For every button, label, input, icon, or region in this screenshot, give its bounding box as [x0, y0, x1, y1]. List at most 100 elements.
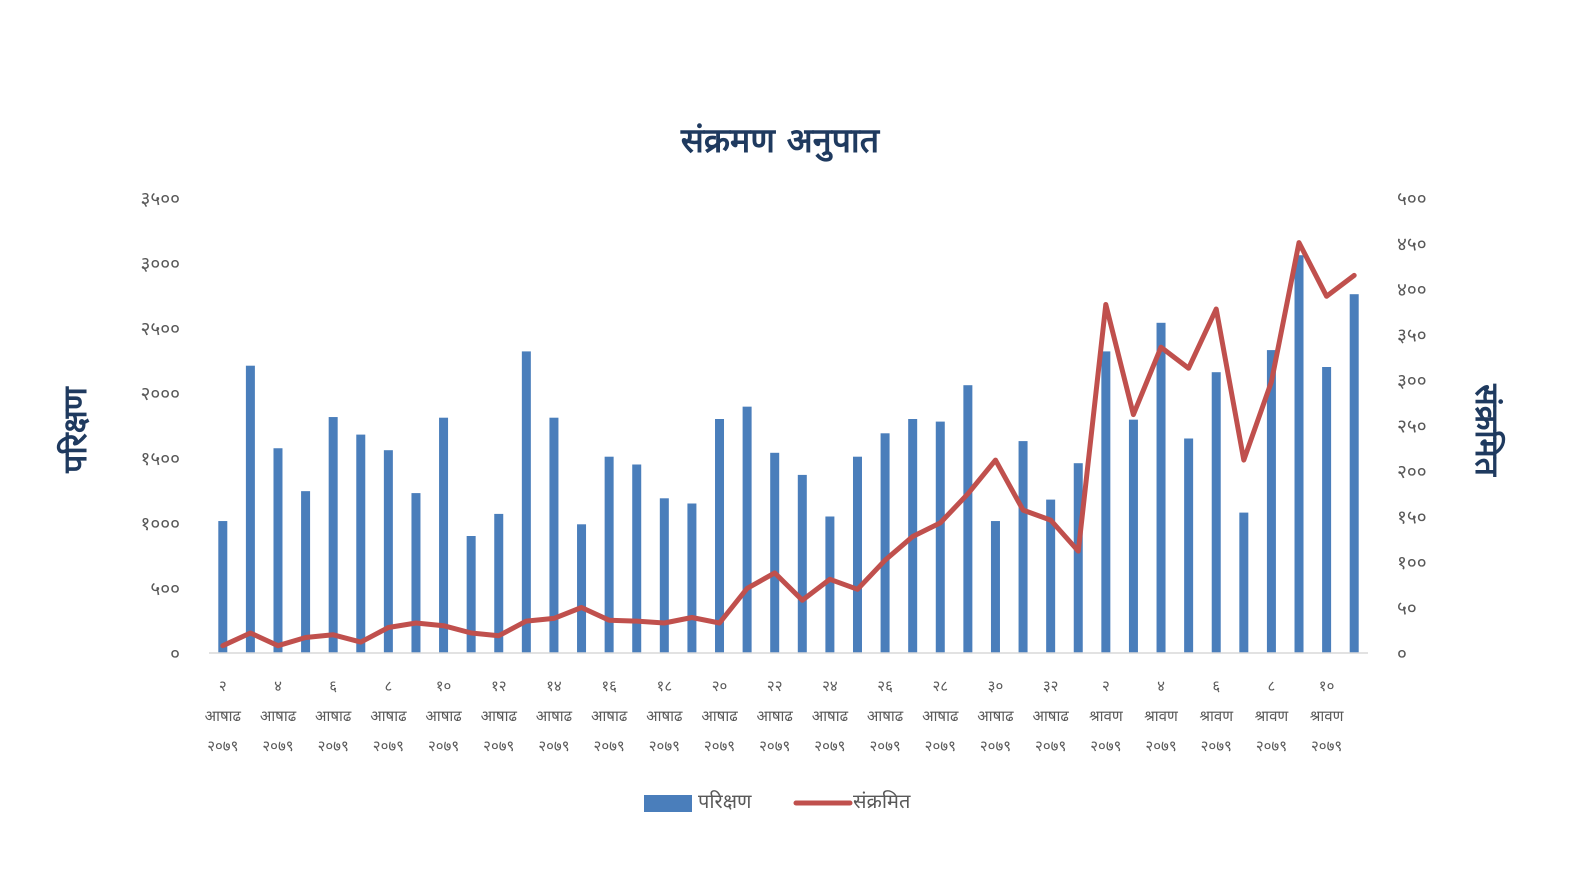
x-tick-label: आषाढ: [425, 707, 462, 725]
test-bar: [770, 452, 780, 653]
left-axis-ticks: ० ५०० १००० १५०० २००० २५०० ३००० ३५००: [140, 188, 180, 665]
test-bar: [1322, 367, 1332, 653]
right-axis-ticks: ० ५० १०० १५० २०० २५० ३०० ३५० ४०० ४५० ५००: [1397, 188, 1427, 665]
test-bar: [880, 433, 890, 653]
x-tick-label: आषाढ: [536, 707, 573, 725]
right-tick-label: ४००: [1397, 279, 1427, 301]
legend: परिक्षण संक्रमित: [644, 789, 911, 813]
left-tick-label: १५००: [140, 448, 180, 470]
x-tick-label: १८: [657, 677, 673, 695]
x-tick-label: २: [219, 677, 227, 695]
x-tick-label: २०७९: [594, 737, 625, 755]
x-tick-label: आषाढ: [1032, 707, 1069, 725]
x-tick-label: आषाढ: [260, 707, 297, 725]
test-bar: [383, 450, 393, 653]
test-bar: [411, 493, 421, 653]
x-tick-label: श्रावण: [1089, 707, 1124, 725]
test-bar: [632, 464, 642, 653]
x-tick-label: २०७९: [373, 737, 404, 755]
infected-line-path: [220, 240, 1357, 649]
x-tick-label: २८: [932, 677, 948, 695]
right-tick-label: ०: [1397, 643, 1407, 665]
x-tick-label: आषाढ: [757, 707, 794, 725]
right-tick-label: २००: [1397, 461, 1427, 483]
right-tick-label: ३५०: [1397, 325, 1427, 347]
test-bar: [273, 448, 283, 653]
test-bar: [935, 421, 945, 653]
test-bar: [797, 474, 807, 653]
x-tick-label: २०७९: [704, 737, 735, 755]
test-bar: [1211, 372, 1221, 653]
chart-title: संक्रमण अनुपात: [680, 121, 881, 162]
test-bar: [1294, 255, 1304, 653]
x-tick-label: २०७९: [1311, 737, 1342, 755]
x-tick-label: १६: [601, 677, 617, 695]
x-tick-label: १२: [491, 677, 507, 695]
test-bar: [687, 503, 697, 653]
right-axis-title: संक्रमित: [1468, 383, 1506, 478]
x-tick-label: २०७९: [538, 737, 569, 755]
right-tick-label: २५०: [1397, 416, 1427, 438]
test-bar: [1073, 463, 1083, 653]
right-tick-label: ४५०: [1397, 234, 1427, 256]
x-tick-label: ३०: [988, 677, 1004, 695]
test-bar: [328, 417, 338, 653]
x-axis-ticks: २ आषाढ २०७९ ४ आषाढ २०७९ ६ आषाढ २०७९ ८ आषाढ २०७९ १० आष…: [205, 677, 1345, 755]
test-bar: [825, 516, 835, 653]
left-tick-label: ३५००: [140, 188, 180, 210]
test-bar: [218, 521, 228, 653]
x-tick-label: ८: [1268, 677, 1276, 695]
x-tick-label: आषाढ: [922, 707, 959, 725]
x-tick-label: २०७९: [759, 737, 790, 755]
left-tick-label: २५००: [140, 318, 180, 340]
x-tick-label: १०: [436, 677, 452, 695]
x-tick-label: ४: [274, 677, 282, 695]
x-tick-label: २२: [767, 677, 783, 695]
test-bar: [1239, 512, 1249, 653]
x-tick-label: आषाढ: [646, 707, 683, 725]
test-bar: [1046, 499, 1056, 653]
test-bar: [1018, 441, 1028, 653]
left-axis-title: परिक्षण: [56, 385, 94, 473]
left-tick-label: ०: [170, 643, 180, 665]
x-tick-label: १०: [1319, 677, 1335, 695]
x-tick-label: २०७९: [1090, 737, 1121, 755]
x-tick-label: श्रावण: [1199, 707, 1234, 725]
x-tick-label: आषाढ: [481, 707, 518, 725]
infected-line: [220, 240, 1357, 649]
test-bar: [549, 417, 559, 653]
right-tick-label: ५०: [1397, 598, 1417, 620]
legend-label-infected: संक्रमित: [853, 789, 911, 813]
legend-label-tests: परिक्षण: [698, 789, 752, 813]
x-tick-label: २०७९: [207, 737, 238, 755]
x-tick-label: २०७९: [925, 737, 956, 755]
right-tick-label: ३००: [1397, 370, 1427, 392]
legend-swatch-tests: [644, 795, 692, 812]
x-tick-label: २०७९: [649, 737, 680, 755]
test-bar: [356, 434, 366, 653]
x-tick-label: श्रावण: [1144, 707, 1179, 725]
x-tick-label: २०७९: [483, 737, 514, 755]
x-tick-label: आषाढ: [977, 707, 1014, 725]
x-tick-label: ६: [329, 677, 337, 695]
test-bar: [466, 536, 476, 653]
x-tick-label: श्रावण: [1255, 707, 1290, 725]
x-tick-label: ६: [1212, 677, 1220, 695]
x-tick-label: २०७९: [814, 737, 845, 755]
test-bar: [1349, 294, 1359, 653]
x-tick-label: २०७९: [262, 737, 293, 755]
x-tick-label: आषाढ: [591, 707, 628, 725]
test-bar: [990, 521, 1000, 653]
test-bar: [604, 456, 614, 653]
test-bar: [577, 524, 587, 653]
x-tick-label: २०७९: [1201, 737, 1232, 755]
x-tick-label: आषाढ: [315, 707, 352, 725]
test-bar: [245, 365, 255, 653]
x-tick-label: आषाढ: [812, 707, 849, 725]
x-tick-label: २०७९: [318, 737, 349, 755]
left-tick-label: ५००: [150, 578, 180, 600]
test-bar: [521, 351, 531, 653]
x-tick-label: आषाढ: [205, 707, 242, 725]
x-tick-label: २०७९: [1256, 737, 1287, 755]
test-bar: [494, 513, 504, 653]
